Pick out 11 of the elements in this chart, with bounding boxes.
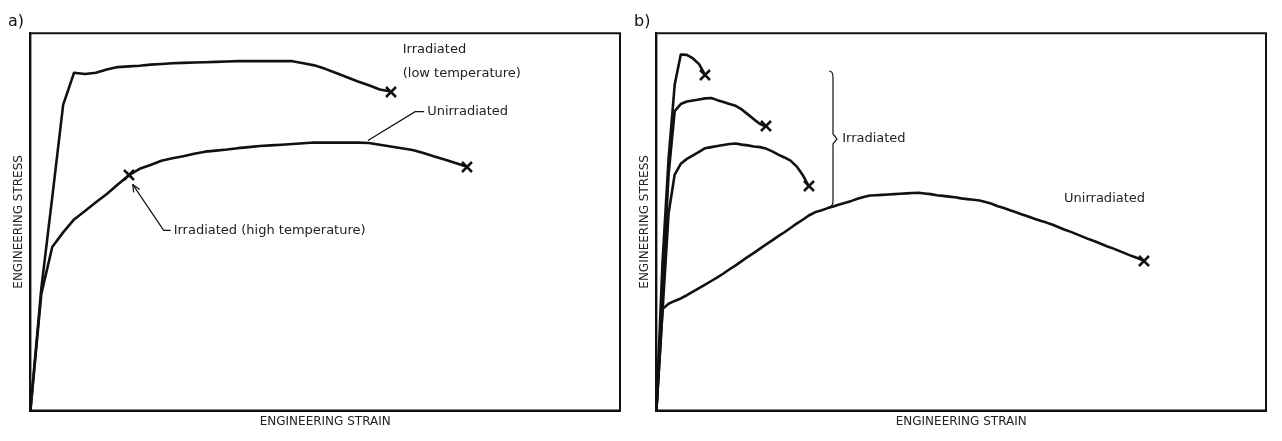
- y-axis-title: ENGINEERING STRESS: [637, 155, 652, 289]
- x-axis-title: ENGINEERING STRAIN: [259, 413, 391, 428]
- annotation: Irradiated (high temperature): [173, 221, 366, 237]
- chart-title: b): [634, 10, 651, 30]
- series-label: Irradiated (low temperature): [402, 40, 521, 80]
- series-label: Unirradiated: [1064, 190, 1146, 206]
- text: Unirradiated: [427, 103, 509, 119]
- annotation: Irradiated: [842, 130, 906, 146]
- x-axis-title: ENGINEERING STRAIN: [895, 413, 1027, 428]
- y-axis-title: ENGINEERING STRESS: [11, 155, 26, 289]
- chart-title: a): [8, 10, 25, 30]
